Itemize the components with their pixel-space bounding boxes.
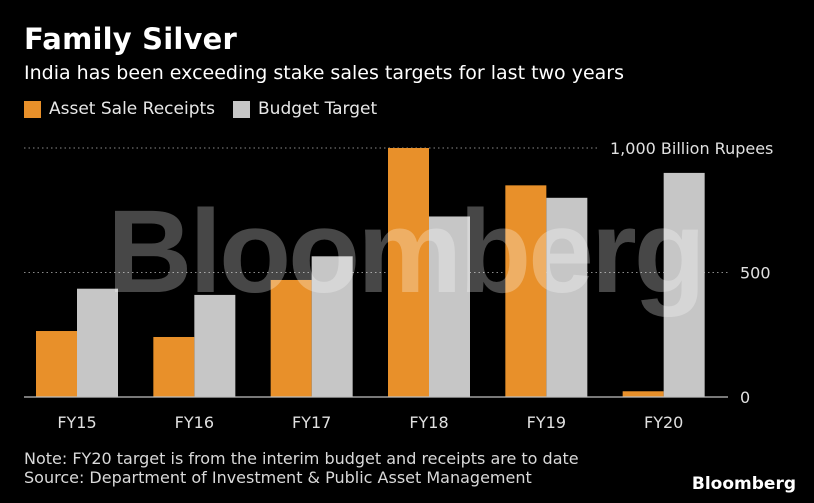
bloomberg-watermark: Bloomberg xyxy=(107,186,703,318)
y-tick-label-1000: 1,000 Billion Rupees xyxy=(610,139,773,158)
chart-title: Family Silver xyxy=(24,22,238,56)
bloomberg-logo: Bloomberg xyxy=(691,474,796,494)
x-tick-label-fy15: FY15 xyxy=(57,413,96,432)
bar-receipts-fy19 xyxy=(505,185,547,397)
legend-item-receipts: Asset Sale Receipts xyxy=(24,99,215,119)
x-tick-label-fy19: FY19 xyxy=(527,413,566,432)
x-tick-label-fy16: FY16 xyxy=(175,413,214,432)
x-tick-label-fy17: FY17 xyxy=(292,413,331,432)
legend-swatch-receipts xyxy=(24,100,41,118)
legend-label-receipts: Asset Sale Receipts xyxy=(49,99,216,119)
bar-target-fy18 xyxy=(429,216,470,397)
bar-target-fy19 xyxy=(546,197,588,397)
legend-label-target: Budget Target xyxy=(258,99,378,119)
legend-item-target: Budget Target xyxy=(233,99,377,119)
bar-target-fy17 xyxy=(311,256,353,397)
chart-subtitle: India has been exceeding stake sales tar… xyxy=(24,62,625,84)
source-text: Source: Department of Investment & Publi… xyxy=(24,468,532,487)
bar-receipts-fy17 xyxy=(270,279,312,397)
y-tick-label-0: 0 xyxy=(740,388,750,407)
bar-target-fy15 xyxy=(77,288,118,397)
x-tick-label-fy18: FY18 xyxy=(409,413,448,432)
bar-receipts-fy16 xyxy=(153,336,195,397)
bar-receipts-fy15 xyxy=(36,331,77,397)
legend-swatch-target xyxy=(233,100,251,118)
note-text: Note: FY20 target is from the interim bu… xyxy=(24,449,579,468)
x-tick-label-fy20: FY20 xyxy=(644,413,683,432)
bar-target-fy20 xyxy=(663,172,705,397)
bar-receipts-fy20 xyxy=(622,391,664,397)
bar-receipts-fy18 xyxy=(388,148,429,397)
bar-target-fy16 xyxy=(194,294,236,397)
y-tick-label-500: 500 xyxy=(740,264,771,283)
chart-footnote: Note: FY20 target is from the interim bu… xyxy=(24,449,579,487)
legend: Asset Sale Receipts Budget Target xyxy=(24,99,377,119)
